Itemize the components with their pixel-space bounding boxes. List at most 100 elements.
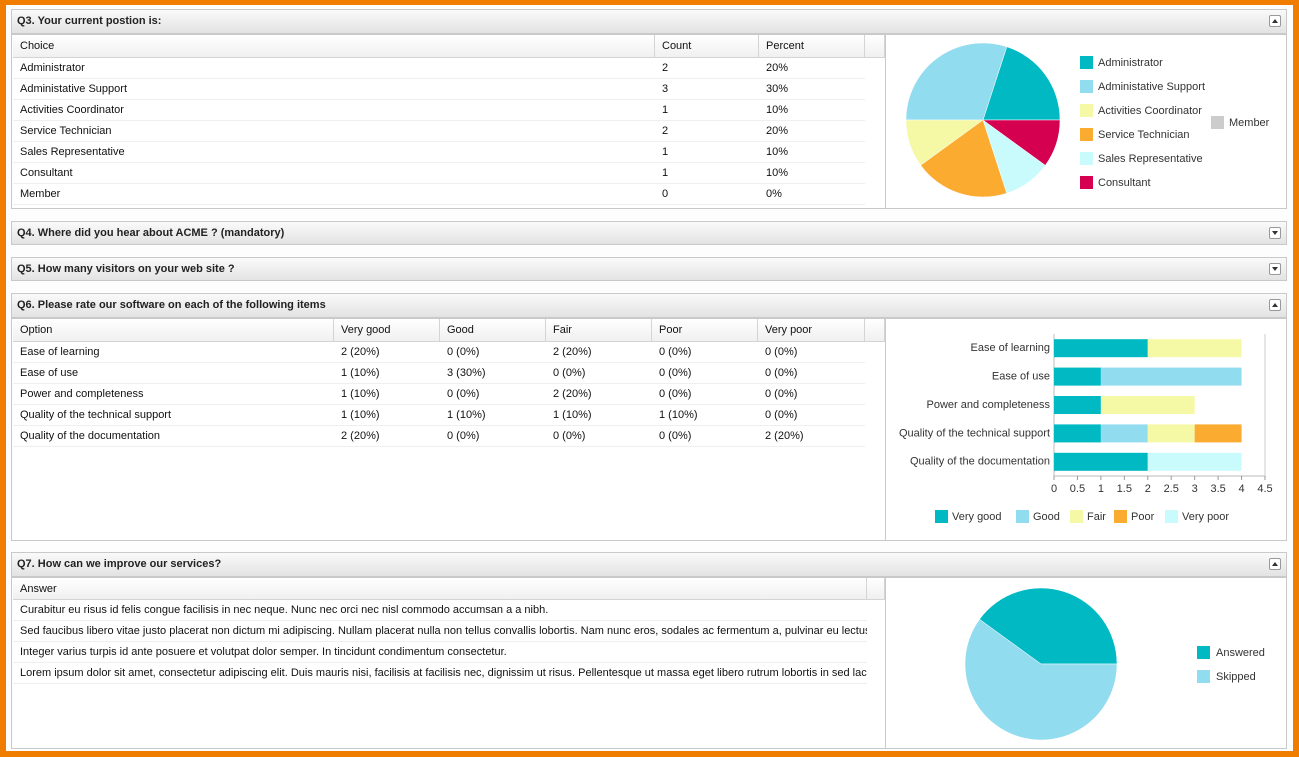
legend-swatch: [1080, 104, 1093, 117]
collapse-button[interactable]: [1269, 15, 1281, 27]
table-cell: 2: [655, 121, 759, 142]
panel-title: Q5. How many visitors on your web site ?: [17, 263, 235, 275]
legend-label: Good: [1033, 511, 1060, 523]
y-tick-label: Ease of use: [992, 371, 1050, 383]
table-cell: 20%: [759, 121, 865, 142]
legend-label: Skipped: [1216, 671, 1256, 683]
table-cell: Quality of the documentation: [13, 426, 334, 447]
y-tick-label: Quality of the documentation: [910, 456, 1050, 468]
column-header: Poor: [652, 319, 758, 342]
table-cell: 0 (0%): [546, 363, 652, 384]
table-cell: Administrator: [13, 58, 655, 79]
table-cell: Integer varius turpis id ante posuere et…: [13, 642, 867, 663]
legend-label: Administrator: [1098, 57, 1163, 69]
legend-swatch: [935, 510, 948, 523]
legend-label: Very good: [952, 511, 1002, 523]
x-tick-label: 0.5: [1070, 483, 1085, 495]
legend-swatch: [1114, 510, 1127, 523]
table-cell: 10%: [759, 100, 865, 121]
table-cell: 0%: [759, 184, 865, 205]
table-cell: 0 (0%): [440, 384, 546, 405]
pie-slice: [982, 119, 1061, 166]
table-cell: 0 (0%): [546, 426, 652, 447]
x-tick-label: 2.5: [1164, 483, 1179, 495]
table-cell: 10%: [759, 163, 865, 184]
bar-segment: [1147, 339, 1242, 358]
column-header: Good: [440, 319, 546, 342]
column-header: Very poor: [758, 319, 865, 342]
table-cell: 1: [655, 142, 759, 163]
legend-swatch: [1197, 670, 1210, 683]
table-cell: Ease of use: [13, 363, 334, 384]
bar-segment: [1054, 339, 1148, 358]
bar-segment: [1194, 424, 1242, 443]
table-cell: 10%: [759, 142, 865, 163]
x-tick-label: 1.5: [1117, 483, 1132, 495]
pie-slice: [982, 46, 1061, 121]
expand-button[interactable]: [1269, 263, 1281, 275]
table-cell: 1 (10%): [652, 405, 758, 426]
table-cell: 2: [655, 58, 759, 79]
divider: [885, 318, 886, 541]
bar-segment: [1054, 452, 1148, 471]
pie-chart: Administrator Administative Support Activi…: [905, 42, 1270, 198]
bar-segment: [1054, 367, 1101, 386]
column-header-filler: [865, 319, 885, 342]
x-tick-label: 0: [1051, 483, 1057, 495]
column-header: Option: [13, 319, 334, 342]
panel-header[interactable]: Q6. Please rate our software on each of …: [11, 293, 1287, 318]
panel-header[interactable]: Q5. How many visitors on your web site ?: [11, 257, 1287, 281]
table-cell: Ease of learning: [13, 342, 334, 363]
panel-body: [11, 34, 1287, 209]
legend-label: Administative Support: [1098, 81, 1205, 93]
column-header: Choice: [13, 35, 655, 58]
legend-label: Activities Coordinator: [1098, 105, 1202, 117]
panel-title: Q6. Please rate our software on each of …: [17, 299, 326, 311]
table-cell: 0 (0%): [758, 363, 865, 384]
bar-segment: [1100, 396, 1195, 414]
table-cell: 1 (10%): [546, 405, 652, 426]
legend-swatch: [1080, 176, 1093, 189]
panel-header[interactable]: Q3. Your current postion is:: [11, 9, 1287, 34]
table-cell: Quality of the technical support: [13, 405, 334, 426]
divider: [885, 577, 886, 749]
table-cell: 0 (0%): [440, 342, 546, 363]
y-tick-label: Ease of learning: [971, 342, 1051, 354]
legend-swatch: [1197, 646, 1210, 659]
legend-label: Sales Representative: [1098, 153, 1203, 165]
bar-segment: [1147, 452, 1242, 471]
x-tick-label: 2: [1145, 483, 1151, 495]
table-cell: Administative Support: [13, 79, 655, 100]
table-cell: 0 (0%): [440, 426, 546, 447]
pie-slice: [964, 618, 1118, 741]
column-header: Count: [655, 35, 759, 58]
column-header: Percent: [759, 35, 865, 58]
y-tick-label: Power and completeness: [926, 399, 1050, 411]
collapse-button[interactable]: [1269, 558, 1281, 570]
table-cell: 0 (0%): [758, 384, 865, 405]
legend-label: Poor: [1131, 511, 1155, 523]
collapse-button[interactable]: [1269, 299, 1281, 311]
table-cell: 3: [655, 79, 759, 100]
legend-label: Very poor: [1182, 511, 1229, 523]
panel-header[interactable]: Q7. How can we improve our services?: [11, 552, 1287, 577]
legend-swatch: [1080, 56, 1093, 69]
legend-label: Service Technician: [1098, 129, 1190, 141]
table-cell: Lorem ipsum dolor sit amet, consectetur …: [13, 663, 867, 684]
y-tick-label: Quality of the technical support: [899, 427, 1050, 439]
legend-label: Fair: [1087, 511, 1106, 523]
table-cell: 0 (0%): [758, 405, 865, 426]
table-cell: 2 (20%): [758, 426, 865, 447]
legend-swatch: [1016, 510, 1029, 523]
panel-header[interactable]: Q4. Where did you hear about ACME ? (man…: [11, 221, 1287, 245]
x-tick-label: 4.5: [1257, 483, 1272, 495]
table-cell: 2 (20%): [334, 342, 440, 363]
table-cell: 0 (0%): [758, 342, 865, 363]
x-tick-label: 1: [1098, 483, 1104, 495]
pie-slice: [920, 119, 1008, 198]
bar-chart: 0 0.5 1 1.5 2 2.5 3 3.5 4 4.5 Ease of learning Ease…: [899, 334, 1273, 523]
table-cell: 0 (0%): [652, 363, 758, 384]
expand-button[interactable]: [1269, 227, 1281, 239]
table-cell: 1 (10%): [334, 384, 440, 405]
table-cell: 1: [655, 100, 759, 121]
